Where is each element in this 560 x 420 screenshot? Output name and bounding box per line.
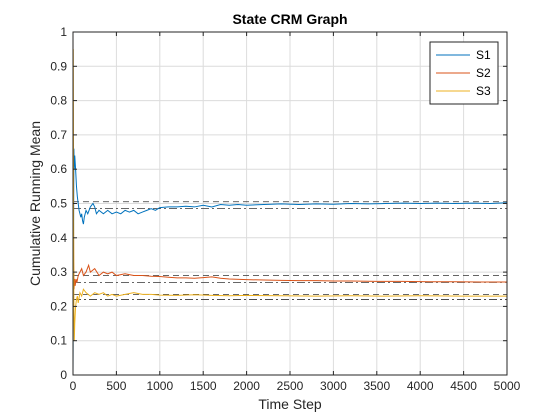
legend-label-s3: S3 (476, 84, 491, 98)
series-line-s1 (72, 148, 508, 376)
y-tick-label: 0.1 (50, 334, 67, 348)
y-tick-label: 0.7 (50, 128, 67, 142)
x-tick-label: 2500 (277, 379, 304, 393)
x-tick-label: 1000 (146, 379, 173, 393)
x-tick-label: 500 (106, 379, 126, 393)
x-tick-label: 1500 (190, 379, 217, 393)
y-tick-label: 0.5 (50, 197, 67, 211)
y-tick-label: 0.4 (50, 231, 67, 245)
x-tick-label: 4500 (450, 379, 477, 393)
axis-ticks: 0 500 1000 1500 2000 2500 3000 3500 4000 4500 5000… (50, 25, 520, 393)
x-tick-label: 3000 (320, 379, 347, 393)
legend: S1 S2 S3 (429, 41, 499, 105)
series-line-s2 (72, 31, 507, 290)
y-tick-label: 1 (60, 25, 67, 39)
legend-label-s2: S2 (476, 66, 491, 80)
y-tick-label: 0.6 (50, 162, 67, 176)
series-lines (72, 31, 508, 376)
series-line-s3 (72, 49, 507, 376)
x-tick-label: 2000 (233, 379, 260, 393)
y-tick-label: 0.2 (50, 299, 67, 313)
chart-title: State CRM Graph (232, 11, 347, 27)
y-tick-label: 0.9 (50, 59, 67, 73)
legend-label-s1: S1 (476, 48, 491, 62)
y-tick-label: 0 (60, 368, 67, 382)
x-tick-label: 3500 (363, 379, 390, 393)
y-tick-label: 0.3 (50, 265, 67, 279)
x-axis-label: Time Step (258, 396, 321, 412)
y-axis-label: Cumulative Running Mean (27, 121, 43, 286)
x-tick-label: 0 (70, 379, 77, 393)
x-tick-label: 5000 (494, 379, 521, 393)
x-tick-label: 4000 (407, 379, 434, 393)
y-tick-label: 0.8 (50, 94, 67, 108)
